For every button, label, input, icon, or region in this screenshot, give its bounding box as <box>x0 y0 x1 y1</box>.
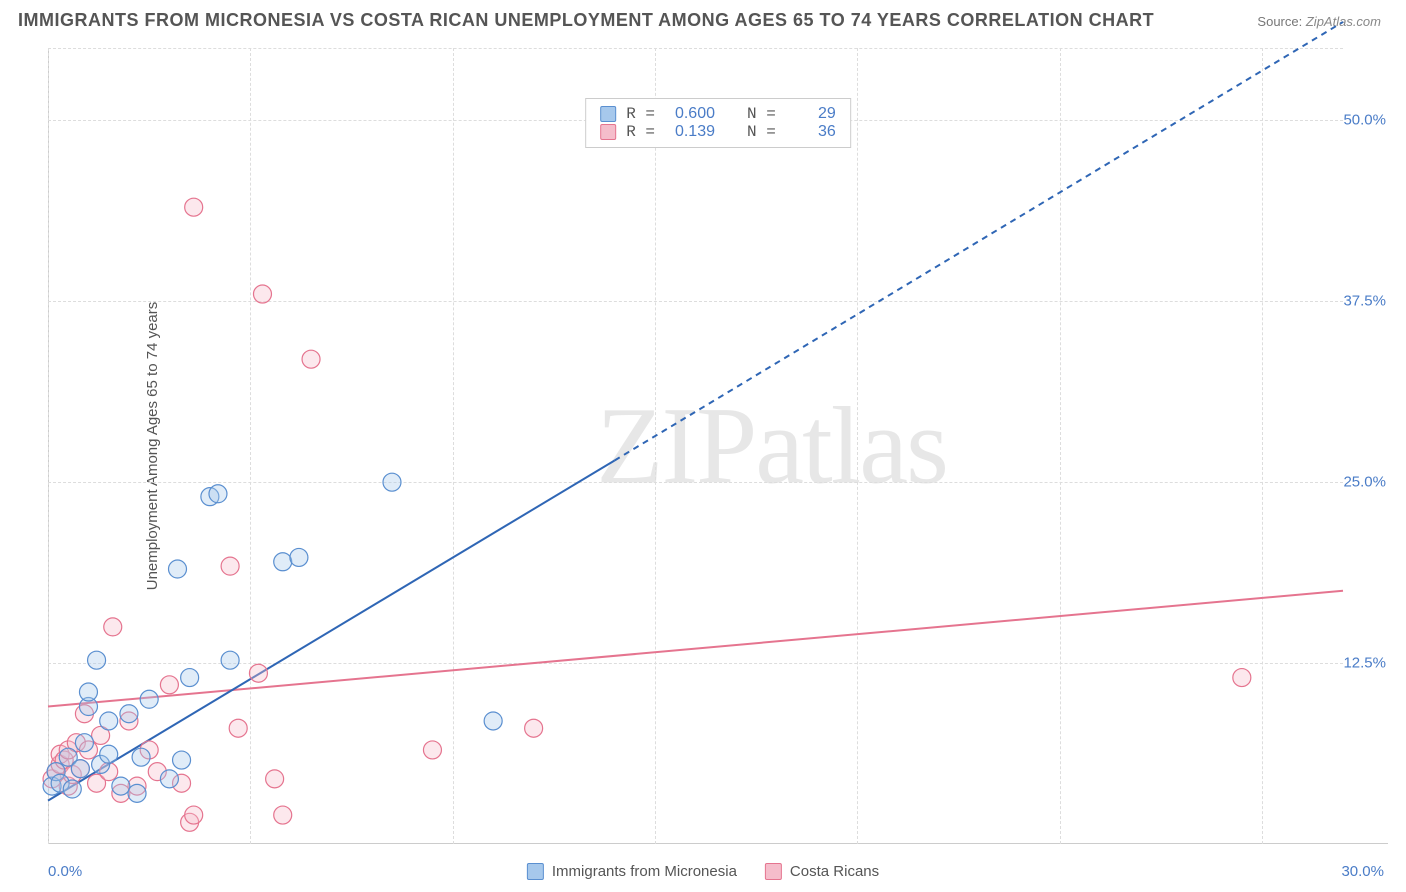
r-value: 0.600 <box>665 105 715 123</box>
data-point <box>221 557 239 575</box>
data-point <box>173 751 191 769</box>
data-point <box>181 669 199 687</box>
data-point <box>160 676 178 694</box>
data-point <box>88 651 106 669</box>
swatch-icon <box>527 863 544 880</box>
source-value: ZipAtlas.com <box>1306 14 1381 29</box>
x-tick-max: 30.0% <box>1341 863 1384 880</box>
data-point <box>274 806 292 824</box>
data-point <box>104 618 122 636</box>
r-label: R = <box>626 123 655 141</box>
data-point <box>63 780 81 798</box>
n-label: N = <box>747 105 776 123</box>
data-point <box>209 485 227 503</box>
data-point <box>160 770 178 788</box>
data-point <box>185 806 203 824</box>
data-point <box>79 683 97 701</box>
data-point <box>120 705 138 723</box>
source-attribution: Source: ZipAtlas.com <box>1257 14 1381 29</box>
data-point <box>112 777 130 795</box>
n-label: N = <box>747 123 776 141</box>
x-tick-min: 0.0% <box>48 863 82 880</box>
n-value: 29 <box>786 105 836 123</box>
stats-row-series-1: R = 0.139 N = 36 <box>600 123 836 141</box>
data-point <box>423 741 441 759</box>
data-point <box>169 560 187 578</box>
stats-legend-box: R = 0.600 N = 29 R = 0.139 N = 36 <box>585 98 851 148</box>
data-point <box>221 651 239 669</box>
stats-row-series-0: R = 0.600 N = 29 <box>600 105 836 123</box>
legend-item-series-0: Immigrants from Micronesia <box>527 863 737 880</box>
data-point <box>302 350 320 368</box>
data-point <box>128 784 146 802</box>
data-point <box>266 770 284 788</box>
data-point <box>253 285 271 303</box>
swatch-series-0 <box>600 106 616 122</box>
data-point <box>484 712 502 730</box>
data-point <box>290 548 308 566</box>
source-label: Source: <box>1257 14 1302 29</box>
data-point <box>249 664 267 682</box>
data-point <box>229 719 247 737</box>
data-point <box>525 719 543 737</box>
data-point <box>383 473 401 491</box>
plot-area: ZIPatlas 12.5%25.0%37.5%50.0% R = 0.600 … <box>48 48 1388 844</box>
legend-footer: Immigrants from Micronesia Costa Ricans <box>527 863 879 880</box>
r-label: R = <box>626 105 655 123</box>
chart-title: IMMIGRANTS FROM MICRONESIA VS COSTA RICA… <box>18 10 1154 31</box>
data-point <box>185 198 203 216</box>
data-point <box>100 745 118 763</box>
legend-item-series-1: Costa Ricans <box>765 863 879 880</box>
data-point <box>71 760 89 778</box>
scatter-plot <box>48 48 1388 844</box>
data-point <box>75 734 93 752</box>
data-point <box>100 712 118 730</box>
swatch-series-1 <box>600 124 616 140</box>
r-value: 0.139 <box>665 123 715 141</box>
legend-label: Immigrants from Micronesia <box>552 863 737 880</box>
data-point <box>132 748 150 766</box>
data-point <box>1233 669 1251 687</box>
swatch-icon <box>765 863 782 880</box>
legend-label: Costa Ricans <box>790 863 879 880</box>
data-point <box>274 553 292 571</box>
data-point <box>140 690 158 708</box>
n-value: 36 <box>786 123 836 141</box>
